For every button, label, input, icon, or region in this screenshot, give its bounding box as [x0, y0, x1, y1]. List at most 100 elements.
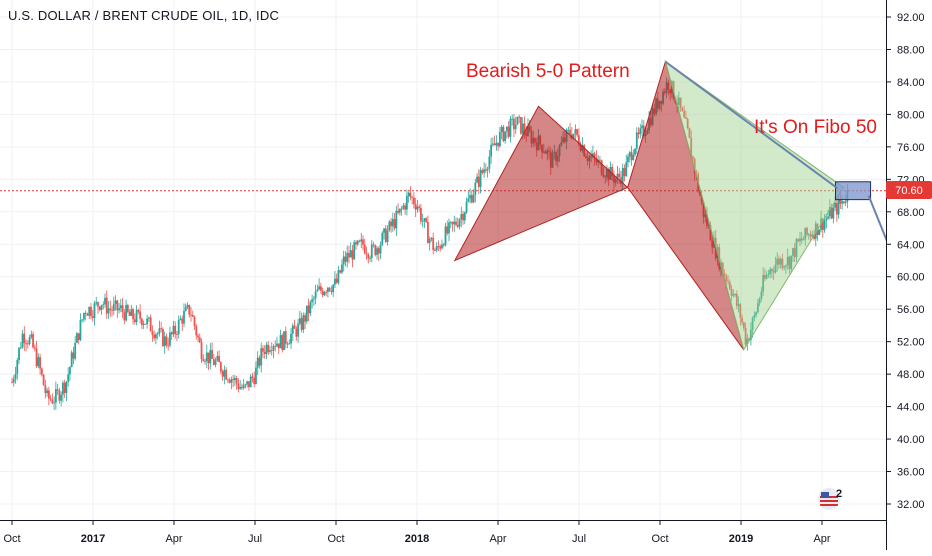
candle-body	[409, 192, 412, 197]
candle-body	[104, 297, 106, 305]
candle-body	[441, 244, 443, 249]
candle-body	[681, 108, 684, 112]
candle-body	[693, 158, 696, 174]
candle-body	[476, 176, 478, 183]
candle-body	[779, 258, 782, 265]
candle-body	[130, 309, 133, 316]
y-tick-label: 88.00	[897, 44, 925, 56]
candle-body	[514, 124, 517, 130]
candle-body	[221, 371, 224, 377]
y-tick-label: 40.00	[897, 434, 925, 446]
candle-body	[37, 357, 40, 367]
candle-body	[53, 402, 56, 404]
pattern-triangle-xab[interactable]	[453, 105, 629, 262]
fibo-label[interactable]: It's On Fibo 50	[754, 117, 877, 138]
pattern-label[interactable]: Bearish 5-0 Pattern	[466, 61, 630, 82]
candle-body	[830, 207, 833, 219]
y-tick-label: 64.00	[897, 239, 925, 251]
price-axis[interactable]: 92.00 88.00 84.00 80.00 76.00 72.00 68.00 64.00…	[886, 0, 932, 550]
candle-body	[506, 126, 508, 132]
candle-body	[402, 205, 405, 209]
fibo-trend-line[interactable]	[664, 60, 839, 190]
candle-body	[109, 308, 112, 310]
candle-body	[323, 292, 326, 296]
candle-body	[818, 229, 821, 235]
time-axis[interactable]: Oct 2017 Apr Jul Oct 2018 Apr Jul Oct 2019 Apr	[0, 520, 886, 551]
candle-body	[484, 169, 487, 171]
candle-body	[316, 289, 319, 292]
x-tick-label: Apr	[813, 533, 830, 545]
candle-body	[567, 129, 570, 131]
candle-body	[620, 177, 622, 184]
candle-body	[321, 290, 324, 296]
candle-body	[114, 300, 117, 305]
candle-body	[311, 299, 314, 302]
candle-body	[191, 314, 194, 317]
candle-body	[19, 347, 22, 349]
candle-body	[749, 329, 752, 340]
candle-body	[179, 318, 182, 320]
y-tick-label: 80.00	[897, 109, 925, 121]
target-zone-box[interactable]	[835, 181, 872, 201]
candle-body	[616, 173, 619, 179]
candle-body	[367, 254, 370, 259]
candle-body	[91, 316, 94, 318]
candle-body	[270, 350, 273, 351]
pattern-triangle-cde[interactable]	[664, 60, 845, 352]
candle-body	[70, 352, 73, 368]
candle-body	[435, 245, 438, 251]
candle-body	[56, 389, 59, 391]
y-tick-label: 68.00	[897, 207, 925, 219]
candle-body	[181, 318, 184, 324]
candle-body	[184, 307, 187, 311]
candle-body	[298, 318, 301, 324]
candle-body	[330, 290, 333, 293]
notification-badge: 2	[836, 488, 842, 500]
y-tick-label: 52.00	[897, 337, 925, 349]
price-axis-labels: 92.0088.0084.0080.0076.0072.0068.0064.00…	[887, 12, 925, 511]
x-tick-label: Apr	[489, 533, 506, 545]
candle-body	[32, 334, 34, 348]
candle-body	[427, 221, 429, 244]
candle-body	[274, 346, 277, 347]
candle-body	[502, 126, 505, 141]
candle-body	[272, 346, 275, 351]
candle-body	[453, 221, 456, 225]
candle-body	[133, 319, 136, 323]
candle-body	[12, 378, 15, 383]
candle-body	[679, 97, 682, 109]
candle-body	[74, 342, 77, 359]
candle-body	[593, 153, 596, 158]
candle-body	[304, 315, 306, 322]
candle-body	[197, 335, 199, 338]
candle-body	[788, 256, 791, 269]
candle-body	[163, 336, 166, 347]
harmonic-pattern-drawing[interactable]	[453, 59, 905, 352]
candle-body	[449, 221, 452, 223]
candle-body	[404, 205, 407, 210]
candle-body	[451, 221, 454, 225]
candle-body	[728, 282, 731, 289]
candle-body	[126, 305, 129, 312]
candle-body	[65, 381, 68, 394]
candle-body	[481, 170, 484, 173]
candle-body	[160, 328, 163, 330]
candle-body	[790, 255, 793, 269]
candle-body	[61, 382, 64, 395]
candle-body	[448, 222, 450, 234]
candle-body	[90, 306, 92, 317]
annotation-layer: Bearish 5-0 Pattern It's On Fibo 50	[466, 61, 877, 138]
candle-body	[328, 287, 331, 291]
us-flag-icon[interactable]	[818, 488, 840, 510]
candle-body	[39, 357, 41, 369]
candle-body	[11, 382, 13, 384]
candle-body	[353, 242, 356, 260]
candle-body	[125, 305, 127, 321]
candle-body	[783, 266, 786, 268]
candle-body	[88, 306, 91, 316]
candle-body	[290, 333, 292, 344]
candle-body	[627, 156, 629, 163]
candle-body	[412, 197, 415, 205]
